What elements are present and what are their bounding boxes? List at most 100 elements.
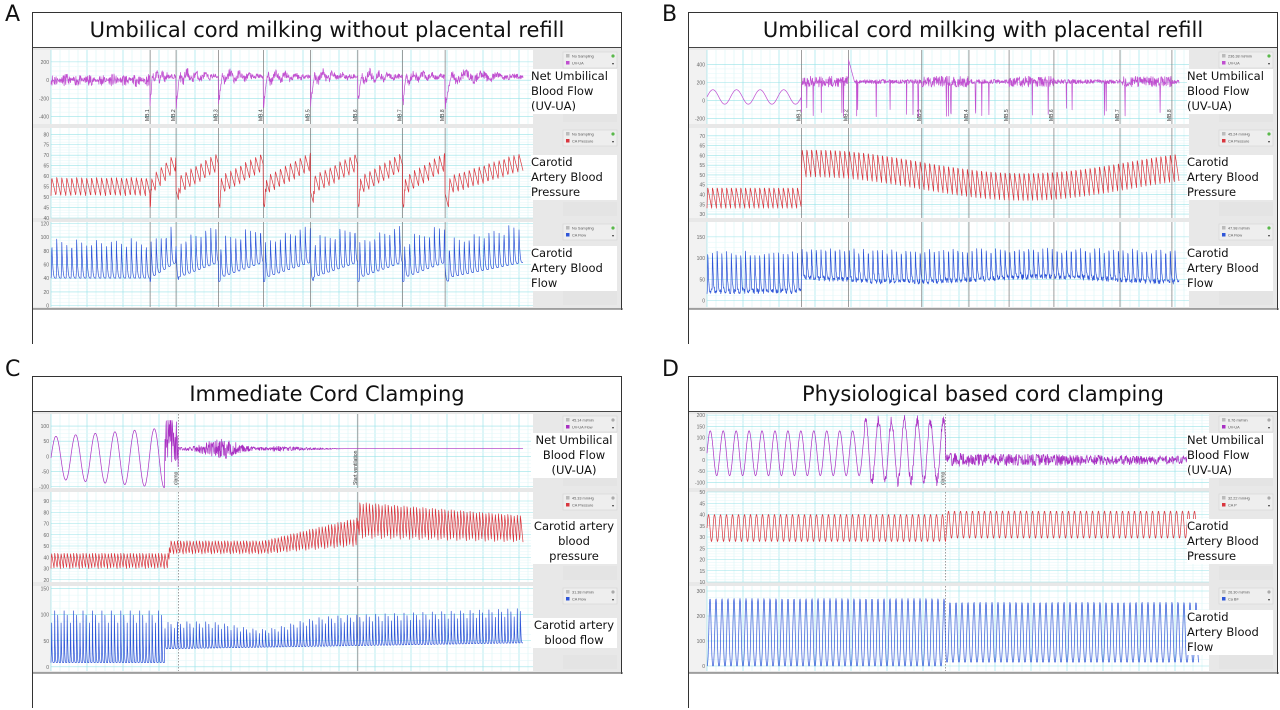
y-tick-label: 60: [43, 263, 49, 269]
waveform-trace: [50, 225, 524, 282]
chevron-down-icon: ▾: [612, 233, 614, 238]
legend-value: 45.24 mmHg: [1228, 133, 1250, 137]
trace-label-line: Net Umbilical: [535, 433, 613, 447]
y-tick-label: -200: [695, 117, 705, 123]
waveform-trace: [50, 419, 524, 488]
channel-legend: 6.76 ml/min UV-UA ▾: [1218, 415, 1274, 433]
status-icon: [1267, 590, 1271, 594]
channel-legend: 26.30 ml/min Ca BF ▾: [1218, 587, 1274, 605]
chevron-down-icon: ▾: [612, 597, 614, 602]
legend-color-swatch: [566, 425, 570, 429]
y-tick-label: 40: [699, 513, 705, 519]
legend-box: [1218, 51, 1274, 69]
y-axis-gutter: [33, 222, 51, 307]
y-tick-label: 70: [43, 522, 49, 528]
trace-label: Carotid Artery Blood Pressure: [531, 155, 617, 200]
status-icon: [1267, 496, 1271, 500]
trace-label-line: (UV-UA): [531, 99, 577, 113]
y-axis-gutter: [689, 586, 707, 671]
y-tick-label: 100: [41, 424, 50, 430]
event-marker-label: MB.6: [1049, 109, 1055, 121]
y-tick-label: 100: [697, 639, 706, 645]
trace-label-line: Artery Blood: [531, 170, 603, 184]
channel-legend: 45.24 mmHg CA Pressure ▾: [1218, 129, 1274, 147]
y-tick-label: 25: [699, 546, 705, 552]
y-tick-label: 60: [43, 533, 49, 539]
y-axis-gutter: [33, 492, 51, 582]
legend-box: [1218, 587, 1274, 605]
y-tick-label: 200: [697, 80, 706, 86]
y-tick-label: -50: [42, 469, 49, 475]
event-marker-label: MB.2: [171, 109, 177, 121]
y-tick-label: 80: [43, 249, 49, 255]
status-icon: [611, 418, 615, 422]
trace-label-line: blood: [558, 534, 590, 548]
legend-checkbox: [1222, 54, 1226, 58]
y-tick-label: 50: [699, 277, 705, 283]
legend-value: No Sampling: [572, 227, 594, 231]
legend-checkbox: [1222, 496, 1226, 500]
legend-channel-name: CA Pressure: [572, 504, 593, 508]
scroll-area: [1219, 291, 1273, 305]
waveform-trace: [706, 149, 1180, 209]
y-tick-label: 65: [699, 144, 705, 150]
y-tick-label: 70: [43, 153, 49, 159]
trace-label-line: Net Umbilical: [1187, 69, 1264, 83]
chevron-down-icon: ▾: [1268, 61, 1270, 66]
y-axis-gutter: [689, 50, 707, 124]
chevron-down-icon: ▾: [1268, 597, 1270, 602]
status-icon: [611, 54, 615, 58]
legend-color-swatch: [566, 61, 570, 65]
trace-1: 200 0 -200 -400 MB.1 MB.2 MB.3 MB.4 MB.5 MB.6 MB.7…: [33, 50, 618, 124]
trace-label-line: Artery Blood: [1187, 261, 1259, 275]
y-tick-label: 80: [43, 510, 49, 516]
y-tick-label: 45: [43, 206, 49, 212]
status-icon: [611, 590, 615, 594]
trace-label: Carotid Artery Blood Flow: [531, 246, 617, 291]
legend-channel-name: CA Flow: [572, 598, 586, 602]
trace-label-line: pressure: [549, 549, 599, 563]
panel-title: Immediate Cord Clamping: [33, 377, 621, 412]
trace-3: 150 100 50 0 31.38 ml/min CA Flow ▾: [33, 586, 618, 671]
y-tick-label: 60: [43, 174, 49, 180]
waveform-trace: [50, 67, 524, 109]
y-axis-gutter: [689, 492, 707, 582]
legend-checkbox: [1222, 418, 1226, 422]
legend-value: 47.98 ml/min: [1228, 227, 1250, 231]
legend-color-swatch: [1222, 61, 1226, 65]
trace-2: 90 80 70 60 50 40 30 20 45.33 mmHg CA Pressure ▾: [33, 492, 618, 584]
panel-letter-b: B: [662, 2, 678, 27]
y-tick-label: 400: [697, 62, 706, 68]
waveform-trace: [706, 59, 1180, 117]
legend-box: [562, 493, 618, 511]
channel-legend: 45.14 ml/min UV-UA Flow ▾: [562, 415, 618, 433]
status-icon: [1267, 54, 1271, 58]
trace-1: 400 200 0 -200 MB.1 MB.2 MB.3 MB.4 MB.5 MB.6 MB.7 M…: [689, 50, 1274, 124]
event-marker-label: MB.7: [398, 109, 404, 121]
event-marker-label: MB.5: [1004, 109, 1010, 121]
trace-3: 150 100 50 0 47.98 ml/min CA Flow ▾: [689, 222, 1274, 307]
trace-label-line: Carotid: [531, 155, 573, 169]
y-tick-label: 70: [699, 134, 705, 140]
event-marker-label: MB.5: [306, 109, 312, 121]
legend-box: [562, 587, 618, 605]
event-marker-label: MB.7: [1115, 109, 1121, 121]
legend-value: 45.33 mmHg: [572, 497, 594, 501]
y-tick-label: 40: [699, 193, 705, 199]
y-tick-label: 100: [41, 235, 50, 241]
y-tick-label: 0: [702, 664, 705, 670]
channel-legend: 47.98 ml/min CA Flow ▾: [1218, 223, 1274, 241]
legend-value: No Sampling: [572, 55, 594, 59]
status-icon: [611, 496, 615, 500]
y-tick-label: 200: [697, 413, 706, 419]
chevron-down-icon: ▾: [612, 139, 614, 144]
y-tick-label: 300: [697, 589, 706, 595]
trace-label: Carotid Artery Blood Pressure: [1187, 519, 1273, 564]
y-tick-label: 35: [699, 524, 705, 530]
scroll-area: [1219, 202, 1273, 216]
status-icon: [611, 132, 615, 136]
legend-value: 236.38 ml/min: [1228, 55, 1252, 59]
y-tick-label: 60: [699, 153, 705, 159]
channel-legend: 31.38 ml/min CA Flow ▾: [562, 587, 618, 605]
